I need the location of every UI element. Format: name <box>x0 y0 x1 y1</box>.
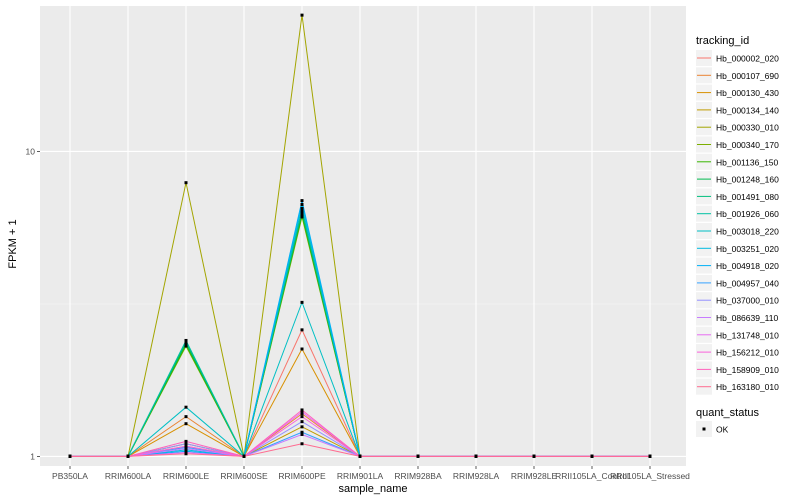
x-tick-label: RRIM600PE <box>278 471 326 481</box>
data-point <box>300 425 304 429</box>
legend-label: Hb_003018_220 <box>716 227 779 237</box>
legend-label: Hb_000130_430 <box>716 88 779 98</box>
legend-label: Hb_001491_080 <box>716 192 779 202</box>
data-point <box>184 442 188 446</box>
legend-title-quant-status: quant_status <box>696 407 759 419</box>
data-point <box>300 213 304 217</box>
data-point <box>300 211 304 215</box>
x-tick-label: RRIM600SE <box>220 471 268 481</box>
legend-label: Hb_003251_020 <box>716 244 779 254</box>
legend-shape-point <box>702 427 706 431</box>
x-tick-label: RRIM600LE <box>163 471 210 481</box>
legend-label: Hb_001248_160 <box>716 175 779 185</box>
legend-label: Hb_158909_010 <box>716 365 779 375</box>
data-point <box>300 420 304 424</box>
x-tick-label: RRIM928LE <box>511 471 558 481</box>
data-point <box>300 408 304 412</box>
data-point <box>184 343 188 347</box>
data-point <box>300 432 304 436</box>
x-axis-ticks: PB350LA RRIM600LA RRIM600LE RRIM600SE RRIM60… <box>52 466 690 481</box>
data-point <box>300 209 304 213</box>
legend-label: Hb_000134_140 <box>716 105 779 115</box>
legend-label: Hb_163180_010 <box>716 382 779 392</box>
data-point <box>300 199 304 203</box>
data-point <box>184 439 188 443</box>
data-point <box>126 454 130 458</box>
data-point <box>300 415 304 419</box>
legend-label: Hb_000107_690 <box>716 71 779 81</box>
data-point <box>184 444 188 448</box>
data-point <box>474 454 478 458</box>
legend-label: Hb_001136_150 <box>716 157 779 167</box>
data-point <box>184 338 188 342</box>
data-point <box>184 181 188 185</box>
data-point <box>184 415 188 419</box>
y-axis-title: FPKM + 1 <box>7 219 19 268</box>
data-point <box>300 215 304 219</box>
data-point <box>300 347 304 351</box>
data-point <box>590 454 594 458</box>
data-point <box>242 454 246 458</box>
data-point <box>532 454 536 458</box>
data-point <box>648 454 652 458</box>
plot-panel <box>40 6 686 466</box>
data-point <box>68 454 72 458</box>
x-tick-label: RRIM928LA <box>453 471 500 481</box>
grid-major <box>40 6 686 466</box>
data-point <box>358 454 362 458</box>
legend-quant-status: quant_status OK <box>696 407 759 437</box>
data-point <box>300 430 304 434</box>
data-point <box>300 300 304 304</box>
data-point <box>184 405 188 409</box>
x-tick-label: RRIM901LA <box>337 471 384 481</box>
x-tick-label: RRIM600LA <box>105 471 152 481</box>
data-point <box>300 328 304 332</box>
data-point <box>300 13 304 17</box>
y-axis-ticks: 1 10 <box>26 146 40 461</box>
legend-label: OK <box>716 425 729 435</box>
x-tick-label: RRII105LA_Control <box>555 471 629 481</box>
data-point <box>184 447 188 451</box>
x-tick-label: RRII105LA_Stressed <box>610 471 690 481</box>
legend-label: Hb_004957_040 <box>716 278 779 288</box>
data-points <box>68 13 652 458</box>
data-point <box>300 207 304 211</box>
legend-label: Hb_037000_010 <box>716 296 779 306</box>
legend-label: Hb_086639_110 <box>716 313 779 323</box>
legend-label: Hb_000330_010 <box>716 123 779 133</box>
data-point <box>300 442 304 446</box>
y-tick-label: 1 <box>30 451 35 461</box>
y-tick-label: 10 <box>26 146 36 156</box>
legend-label: Hb_004918_020 <box>716 261 779 271</box>
data-point <box>184 422 188 426</box>
legend-label: Hb_001926_060 <box>716 209 779 219</box>
x-tick-label: PB350LA <box>52 471 88 481</box>
legend-tracking-id: tracking_id Hb_000002_020 Hb_000107_690 Hb… <box>696 35 779 395</box>
x-axis-title: sample_name <box>338 483 407 495</box>
legend-label: Hb_131748_010 <box>716 330 779 340</box>
data-point <box>300 410 304 414</box>
legend-label: Hb_000002_020 <box>716 54 779 64</box>
legend-label: Hb_000340_170 <box>716 140 779 150</box>
legend-label: Hb_156212_010 <box>716 348 779 358</box>
data-point <box>300 203 304 207</box>
data-point <box>416 454 420 458</box>
data-point <box>184 341 188 345</box>
data-point <box>184 452 188 456</box>
x-tick-label: RRIM928BA <box>394 471 442 481</box>
legend-title-tracking-id: tracking_id <box>696 35 749 47</box>
data-point <box>300 412 304 416</box>
